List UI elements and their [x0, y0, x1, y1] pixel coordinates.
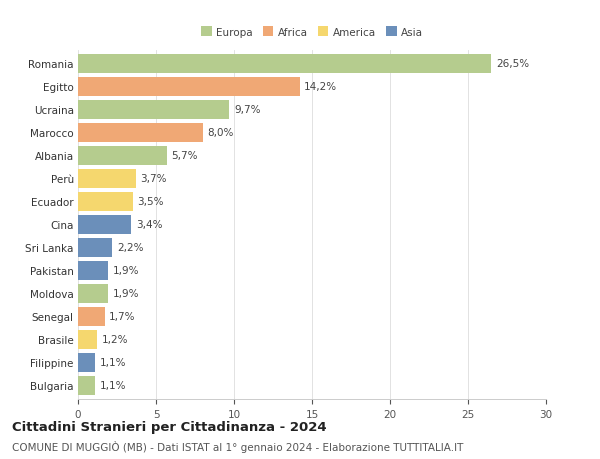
Text: 1,1%: 1,1%	[100, 358, 127, 368]
Bar	[78, 169, 136, 188]
Bar	[78, 123, 203, 142]
Bar	[78, 308, 104, 326]
Bar	[78, 261, 107, 280]
Bar	[78, 239, 112, 257]
Bar	[78, 78, 299, 96]
Bar	[78, 330, 97, 349]
Bar	[78, 215, 131, 234]
Text: 5,7%: 5,7%	[172, 151, 198, 161]
Legend: Europa, Africa, America, Asia: Europa, Africa, America, Asia	[197, 23, 427, 42]
Text: 1,9%: 1,9%	[112, 289, 139, 299]
Text: 26,5%: 26,5%	[496, 59, 529, 69]
Text: 1,1%: 1,1%	[100, 381, 127, 391]
Text: 2,2%: 2,2%	[117, 243, 143, 253]
Text: COMUNE DI MUGGIÒ (MB) - Dati ISTAT al 1° gennaio 2024 - Elaborazione TUTTITALIA.: COMUNE DI MUGGIÒ (MB) - Dati ISTAT al 1°…	[12, 440, 463, 452]
Text: 3,7%: 3,7%	[140, 174, 167, 184]
Text: 9,7%: 9,7%	[234, 105, 260, 115]
Bar	[78, 353, 95, 372]
Text: 3,5%: 3,5%	[137, 197, 164, 207]
Text: 1,2%: 1,2%	[101, 335, 128, 345]
Bar	[78, 376, 95, 395]
Bar	[78, 55, 491, 73]
Bar	[78, 284, 107, 303]
Bar	[78, 193, 133, 211]
Text: 14,2%: 14,2%	[304, 82, 337, 92]
Bar	[78, 101, 229, 119]
Text: 3,4%: 3,4%	[136, 220, 162, 230]
Text: Cittadini Stranieri per Cittadinanza - 2024: Cittadini Stranieri per Cittadinanza - 2…	[12, 420, 326, 433]
Text: 1,7%: 1,7%	[109, 312, 136, 322]
Text: 1,9%: 1,9%	[112, 266, 139, 276]
Text: 8,0%: 8,0%	[208, 128, 234, 138]
Bar	[78, 146, 167, 165]
